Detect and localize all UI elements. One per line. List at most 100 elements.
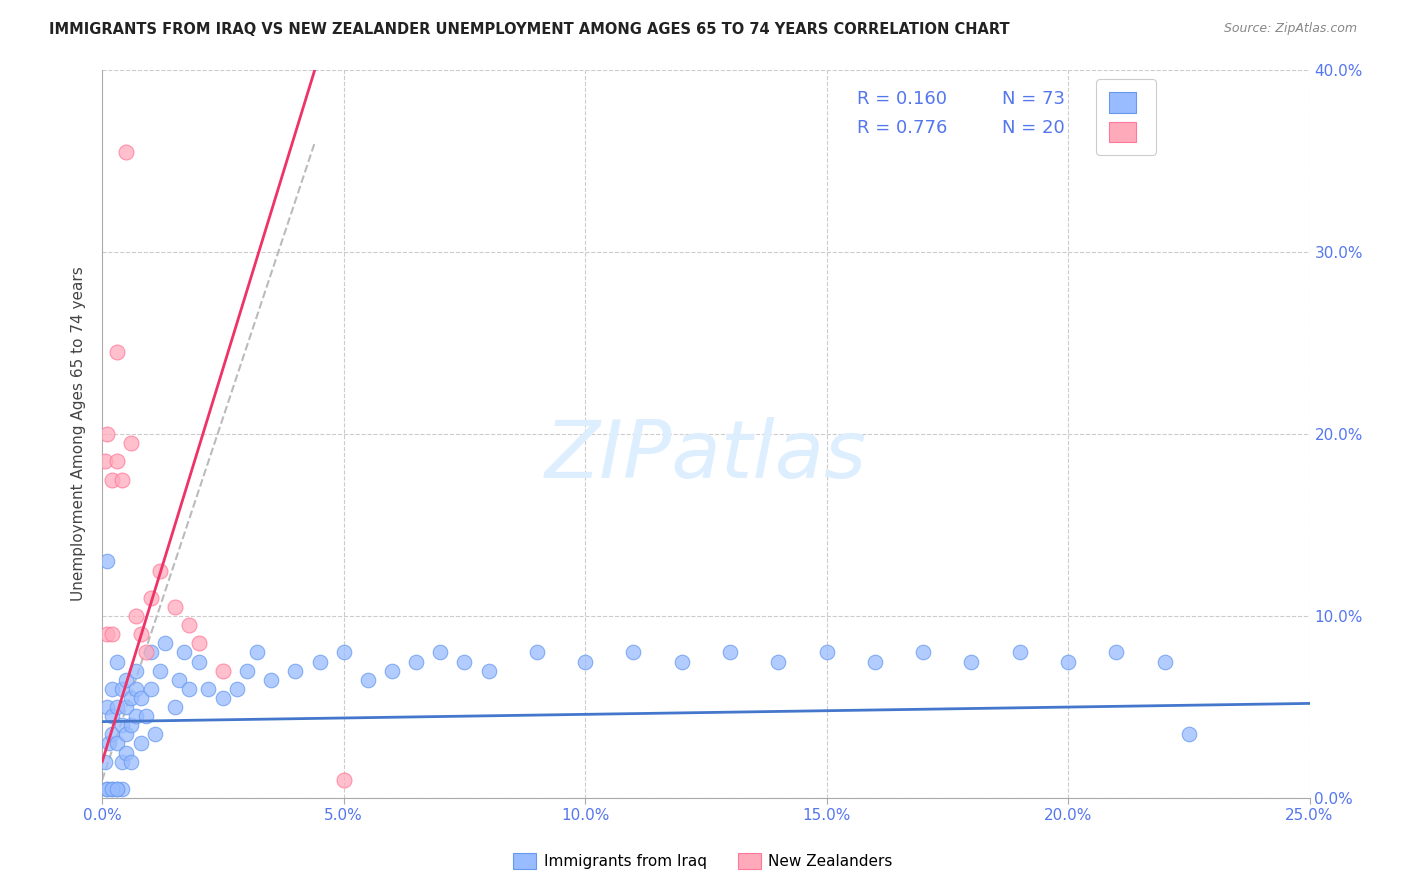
Point xyxy=(671,655,693,669)
Point xyxy=(246,645,269,659)
Point xyxy=(129,690,152,705)
Point xyxy=(105,781,128,796)
Point xyxy=(381,664,404,678)
Point xyxy=(120,718,142,732)
Point xyxy=(110,755,132,769)
Point xyxy=(1153,655,1175,669)
Point xyxy=(284,664,307,678)
Point xyxy=(120,436,142,450)
Point xyxy=(163,599,186,614)
Point xyxy=(236,664,259,678)
Point xyxy=(101,709,124,723)
Point xyxy=(101,627,124,641)
Point xyxy=(332,645,354,659)
Point xyxy=(105,700,128,714)
Point xyxy=(125,664,148,678)
Text: Source: ZipAtlas.com: Source: ZipAtlas.com xyxy=(1223,22,1357,36)
Point xyxy=(98,736,121,750)
Point xyxy=(815,645,838,659)
Point xyxy=(308,655,330,669)
Point xyxy=(101,781,124,796)
Point xyxy=(139,591,162,605)
Point xyxy=(1105,645,1128,659)
Text: ZIPatlas: ZIPatlas xyxy=(544,417,868,495)
Point xyxy=(115,145,138,159)
Point xyxy=(96,781,118,796)
Point xyxy=(139,645,162,659)
Point xyxy=(125,609,148,624)
Point xyxy=(105,781,128,796)
Point xyxy=(179,681,201,696)
Point xyxy=(153,636,176,650)
Point xyxy=(574,655,596,669)
Point xyxy=(96,554,118,568)
Point xyxy=(260,673,283,687)
Point xyxy=(93,454,115,468)
Point xyxy=(187,655,209,669)
Point xyxy=(453,655,475,669)
Point xyxy=(912,645,935,659)
Legend: Immigrants from Iraq, New Zealanders: Immigrants from Iraq, New Zealanders xyxy=(508,847,898,875)
Point xyxy=(135,645,157,659)
Point xyxy=(125,681,148,696)
Point xyxy=(768,655,790,669)
Point xyxy=(125,709,148,723)
Point xyxy=(101,681,124,696)
Point xyxy=(1178,727,1201,741)
Point xyxy=(93,755,115,769)
Point xyxy=(96,627,118,641)
Point xyxy=(212,664,235,678)
Point xyxy=(115,673,138,687)
Point xyxy=(718,645,741,659)
Point xyxy=(405,655,427,669)
Point xyxy=(105,655,128,669)
Point xyxy=(101,727,124,741)
Point xyxy=(169,673,191,687)
Point xyxy=(96,427,118,442)
Point xyxy=(96,700,118,714)
Point xyxy=(197,681,219,696)
Point xyxy=(101,781,124,796)
Point xyxy=(429,645,451,659)
Point xyxy=(1008,645,1031,659)
Text: IMMIGRANTS FROM IRAQ VS NEW ZEALANDER UNEMPLOYMENT AMONG AGES 65 TO 74 YEARS COR: IMMIGRANTS FROM IRAQ VS NEW ZEALANDER UN… xyxy=(49,22,1010,37)
Point xyxy=(135,709,157,723)
Point xyxy=(105,736,128,750)
Point xyxy=(143,727,166,741)
Point xyxy=(105,454,128,468)
Point xyxy=(149,564,172,578)
Text: N = 73: N = 73 xyxy=(1001,90,1064,108)
Point xyxy=(526,645,548,659)
Point xyxy=(115,746,138,760)
Point xyxy=(1057,655,1080,669)
Point xyxy=(115,700,138,714)
Text: N = 20: N = 20 xyxy=(1001,120,1064,137)
Y-axis label: Unemployment Among Ages 65 to 74 years: Unemployment Among Ages 65 to 74 years xyxy=(72,267,86,601)
Point xyxy=(477,664,499,678)
Point xyxy=(623,645,645,659)
Legend: , : , xyxy=(1097,79,1156,155)
Point xyxy=(120,755,142,769)
Point xyxy=(105,345,128,359)
Point xyxy=(120,690,142,705)
Point xyxy=(226,681,249,696)
Point xyxy=(179,618,201,632)
Point xyxy=(115,727,138,741)
Point xyxy=(110,473,132,487)
Point xyxy=(187,636,209,650)
Point xyxy=(173,645,195,659)
Text: R = 0.160: R = 0.160 xyxy=(856,90,946,108)
Point xyxy=(149,664,172,678)
Point xyxy=(332,772,354,787)
Point xyxy=(129,627,152,641)
Point xyxy=(101,473,124,487)
Point xyxy=(960,655,983,669)
Point xyxy=(863,655,886,669)
Point xyxy=(212,690,235,705)
Point xyxy=(110,718,132,732)
Point xyxy=(110,781,132,796)
Point xyxy=(139,681,162,696)
Point xyxy=(163,700,186,714)
Point xyxy=(129,736,152,750)
Point xyxy=(357,673,380,687)
